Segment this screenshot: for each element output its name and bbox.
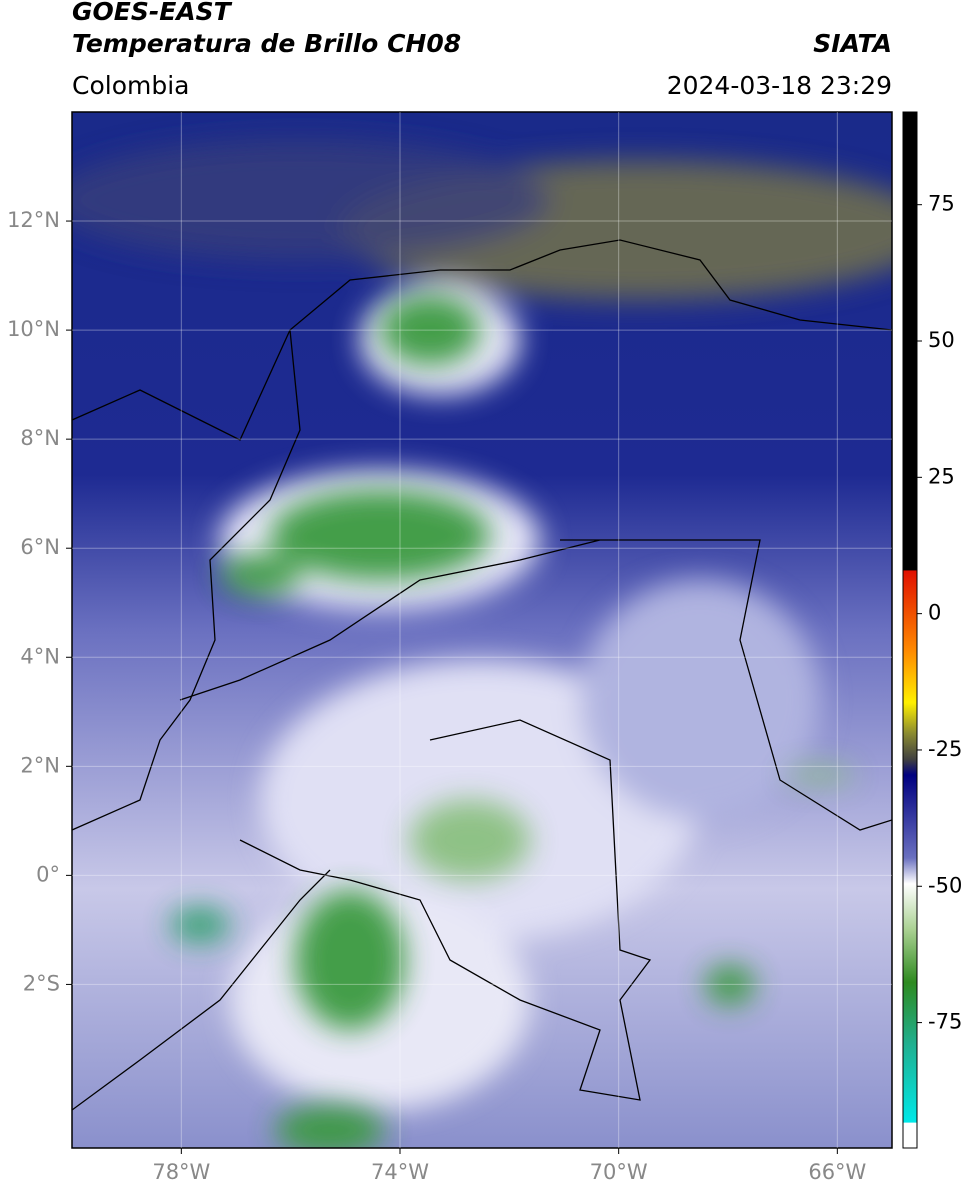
- x-tick-label: 74°W: [371, 1160, 429, 1184]
- colorbar-tick-label: -75: [928, 1010, 962, 1034]
- y-tick-label: 2°S: [23, 971, 60, 995]
- x-tick-label: 78°W: [152, 1160, 210, 1184]
- colorbar-tick-label: -25: [928, 737, 962, 761]
- colorbar-tick-label: -50: [928, 873, 962, 897]
- colorbar-tick-label: 0: [928, 601, 941, 625]
- x-tick-label: 70°W: [590, 1160, 648, 1184]
- map-frame: [71, 111, 893, 1149]
- colorbar-tick-label: 75: [928, 192, 955, 216]
- region: Colombia: [72, 71, 189, 100]
- source: SIATA: [813, 29, 892, 58]
- y-tick-label: 12°N: [7, 208, 60, 232]
- y-tick-label: 0°: [36, 862, 60, 886]
- y-tick-label: 2°N: [20, 753, 60, 777]
- colorbar-tick-label: 25: [928, 464, 955, 488]
- y-tick-label: 4°N: [20, 644, 60, 668]
- y-tick-label: 8°N: [20, 426, 60, 450]
- datetime: 2024-03-18 23:29: [667, 71, 892, 100]
- y-tick-label: 6°N: [20, 535, 60, 559]
- x-tick-label: 66°W: [808, 1160, 866, 1184]
- title: GOES-EAST: [72, 0, 233, 26]
- subtitle: Temperatura de Brillo CH08: [72, 29, 461, 58]
- colorbar: [902, 111, 918, 1149]
- y-tick-label: 10°N: [7, 317, 60, 341]
- satellite-image: [72, 112, 892, 1148]
- colorbar-tick-label: 50: [928, 328, 955, 352]
